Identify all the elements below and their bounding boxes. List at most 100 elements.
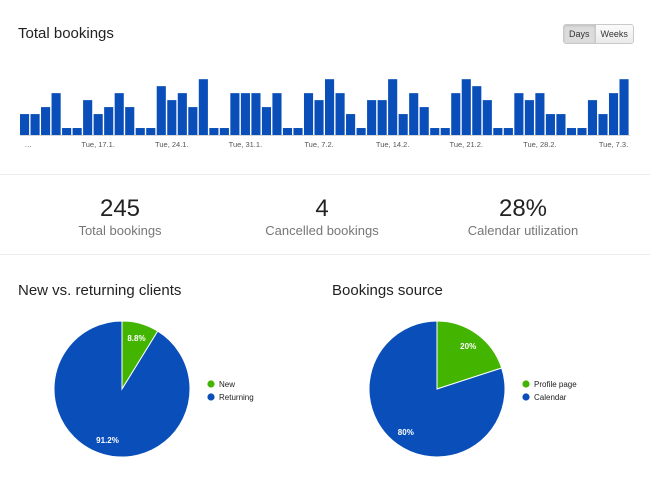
source-pie-title: Bookings source (332, 282, 443, 299)
bar (146, 128, 156, 135)
x-tick-label: Tue, 31.1. (229, 140, 263, 149)
legend-marker (522, 380, 530, 388)
bar (293, 128, 303, 135)
legend-marker (522, 393, 530, 401)
bar (598, 114, 608, 135)
bar (104, 107, 114, 135)
pie-value-label: 20% (460, 342, 476, 351)
clients-pie-chart: 8.8% 91.2% New Returning (53, 320, 254, 458)
bar (240, 93, 250, 135)
stat-label: Calendar utilization (467, 223, 579, 238)
pie-value-label: 91.2% (96, 436, 119, 445)
bar (198, 79, 208, 135)
legend-label: Profile page (534, 380, 577, 389)
bar (482, 100, 492, 135)
legend-label: Calendar (534, 393, 567, 402)
bar (114, 93, 124, 135)
bar (524, 100, 534, 135)
bar (209, 128, 219, 135)
bar (535, 93, 545, 135)
bar (188, 107, 198, 135)
divider (0, 174, 650, 175)
bar (62, 128, 72, 135)
stat-label: Total bookings (78, 223, 162, 238)
stat-label: Cancelled bookings (265, 223, 379, 238)
bar (93, 114, 103, 135)
bar (30, 114, 40, 135)
bar (566, 128, 577, 135)
bar (619, 79, 629, 135)
bar (125, 107, 135, 135)
clients-pie-title: New vs. returning clients (18, 282, 182, 299)
legend-marker (207, 380, 215, 388)
divider (0, 254, 650, 255)
x-tick-label: Tue, 24.1. (155, 140, 189, 149)
bar (503, 128, 513, 135)
stat-value: 4 (315, 195, 329, 222)
bar (314, 100, 324, 135)
bar (156, 86, 166, 135)
bar (83, 100, 93, 135)
bar (356, 128, 366, 135)
stat-calendar-utilization: 28% Calendar utilization (413, 195, 633, 239)
bar (398, 114, 408, 135)
legend-label: New (219, 380, 235, 389)
bar (608, 93, 619, 135)
bar (440, 128, 450, 135)
x-tick-label: Tue, 14.2. (376, 140, 410, 149)
bar (514, 93, 524, 135)
bar (377, 100, 387, 135)
stat-cancelled-bookings: 4 Cancelled bookings (212, 195, 432, 239)
pie-slice (436, 320, 503, 390)
bar (388, 79, 398, 135)
legend-marker (207, 393, 215, 401)
pie-value-label: 80% (398, 428, 414, 437)
bar (409, 93, 419, 135)
bar (167, 100, 177, 135)
bar (51, 93, 61, 135)
stat-value: 28% (498, 195, 548, 222)
legend-label: Returning (219, 393, 254, 402)
bar (461, 79, 471, 135)
x-tick-label: … (25, 140, 32, 149)
source-pie-chart: 20% 80% Profile page Calendar (368, 320, 577, 458)
bar (261, 107, 272, 135)
x-tick-label: Tue, 7.2. (304, 140, 333, 149)
pie-slice (368, 320, 506, 458)
bar (135, 128, 145, 135)
bar (346, 114, 356, 135)
bar (303, 93, 314, 135)
bar (272, 93, 282, 135)
stat-total-bookings: 245 Total bookings (10, 195, 230, 239)
bar (367, 100, 377, 135)
bar (451, 93, 461, 135)
pie-slice (53, 320, 191, 458)
x-tick-label: Tue, 17.1. (81, 140, 115, 149)
bar (230, 93, 240, 135)
chart-title: Total bookings (18, 25, 114, 42)
bar (20, 114, 30, 135)
bar (219, 128, 229, 135)
range-toggle: Days Weeks (563, 24, 634, 44)
bar (577, 128, 587, 135)
x-tick-label: Tue, 21.2. (450, 140, 484, 149)
x-tick-label: Tue, 7.3. (599, 140, 628, 149)
bar (419, 107, 429, 135)
bar (335, 93, 345, 135)
pie-value-label: 8.8% (127, 334, 145, 343)
bar (545, 114, 555, 135)
x-tick-label: Tue, 28.2. (523, 140, 557, 149)
bar (493, 128, 503, 135)
bar (587, 100, 598, 135)
bar (251, 93, 261, 135)
days-toggle-button[interactable]: Days (564, 25, 595, 43)
weeks-toggle-button[interactable]: Weeks (594, 25, 633, 43)
bar (472, 86, 482, 135)
stat-value: 245 (99, 195, 141, 222)
bar (325, 79, 335, 135)
bar (556, 114, 566, 135)
bar (282, 128, 293, 135)
bar (430, 128, 440, 135)
bar (72, 128, 82, 135)
bar (177, 93, 187, 135)
